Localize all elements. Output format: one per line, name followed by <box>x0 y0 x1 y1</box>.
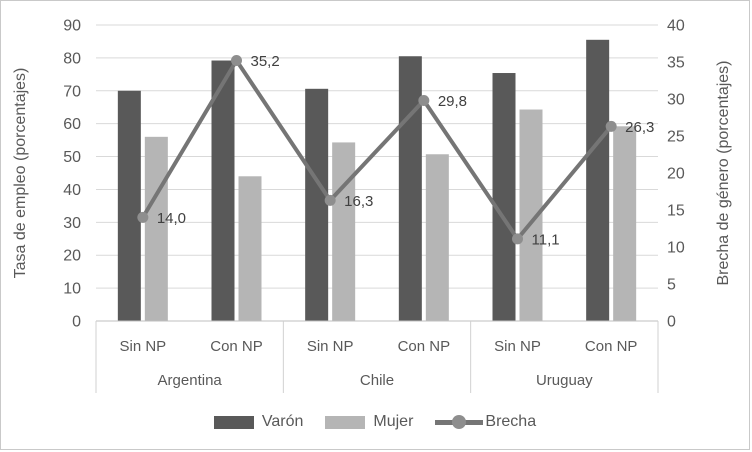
varon-bar <box>117 90 141 322</box>
right-axis-tick-label: 0 <box>667 314 676 331</box>
varon-bar-swatch-icon <box>213 415 254 429</box>
brecha-point-marker <box>137 211 149 223</box>
varon-bar <box>398 56 422 321</box>
legend-label-brecha: Brecha <box>485 413 537 430</box>
mujer-bar <box>613 126 637 321</box>
x-category-label: Sin NP <box>307 338 354 355</box>
legend-item-brecha: Brecha <box>435 413 536 431</box>
brecha-point-marker <box>418 94 430 106</box>
left-axis-tick-label: 80 <box>63 50 81 67</box>
left-axis-tick-label: 60 <box>63 116 81 133</box>
brecha-data-label: 29,8 <box>438 93 467 110</box>
brecha-line <box>141 58 613 241</box>
brecha-data-label: 11,1 <box>532 231 560 248</box>
brecha-data-label: 26,3 <box>625 119 654 136</box>
left-axis-tick-label: 50 <box>63 149 81 166</box>
x-category-label: Sin NP <box>494 338 541 355</box>
mujer-bar <box>519 109 543 321</box>
brecha-point-marker <box>231 55 242 67</box>
mujer-bar <box>238 176 262 321</box>
x-group-label: Chile <box>360 372 394 389</box>
brecha-line-marker-icon <box>435 415 484 429</box>
x-category-label: Con NP <box>210 338 263 355</box>
left-axis-tick-label: 70 <box>63 83 81 100</box>
varon-bar <box>586 39 610 322</box>
right-axis-tick-label: 35 <box>667 55 685 72</box>
right-axis-tick-label: 20 <box>667 166 685 183</box>
x-category-label: Con NP <box>398 338 451 355</box>
brecha-data-label: 16,3 <box>344 193 373 210</box>
right-axis-tick-label: 10 <box>667 240 685 257</box>
brecha-point-marker <box>324 194 336 206</box>
legend-item-varon: Varón <box>213 413 304 431</box>
left-axis-tick-label: 90 <box>63 18 81 35</box>
chart-legend: Varón Mujer Brecha <box>1 409 749 435</box>
x-category-label: Con NP <box>585 338 638 355</box>
legend-label-varon: Varón <box>261 413 304 430</box>
mujer-bar <box>332 142 356 321</box>
brecha-point-marker <box>512 233 523 245</box>
left-axis-tick-label: 30 <box>63 215 81 232</box>
legend-item-mujer: Mujer <box>325 413 413 431</box>
mujer-bar <box>144 136 168 321</box>
mujer-bar <box>425 154 449 321</box>
varon-bar <box>305 88 329 321</box>
right-axis-tick-label: 25 <box>667 129 685 146</box>
right-axis-tick-label: 30 <box>667 92 685 109</box>
left-axis-tick-label: 40 <box>63 182 81 199</box>
varon-bar <box>492 73 516 321</box>
x-group-label: Argentina <box>158 372 223 389</box>
right-axis-tick-label: 5 <box>667 277 676 294</box>
brecha-data-label: 14,0 <box>157 210 186 227</box>
left-axis-tick-label: 0 <box>72 314 81 331</box>
right-axis-title: Brecha de género (porcentajes) <box>715 60 732 286</box>
left-axis-tick-label: 20 <box>63 248 81 265</box>
legend-label-mujer: Mujer <box>373 413 414 430</box>
brecha-point-marker <box>605 120 617 132</box>
x-category-label: Sin NP <box>119 338 166 355</box>
x-group-label: Uruguay <box>536 372 593 389</box>
right-axis-tick-label: 40 <box>667 18 685 35</box>
varon-bar <box>211 60 235 322</box>
right-axis-tick-label: 15 <box>667 203 685 220</box>
left-axis-tick-label: 10 <box>63 281 81 298</box>
mujer-bar-swatch-icon <box>325 415 366 429</box>
brecha-data-label: 35,2 <box>251 53 280 70</box>
left-axis-title: Tasa de empleo (porcentajes) <box>12 67 29 279</box>
